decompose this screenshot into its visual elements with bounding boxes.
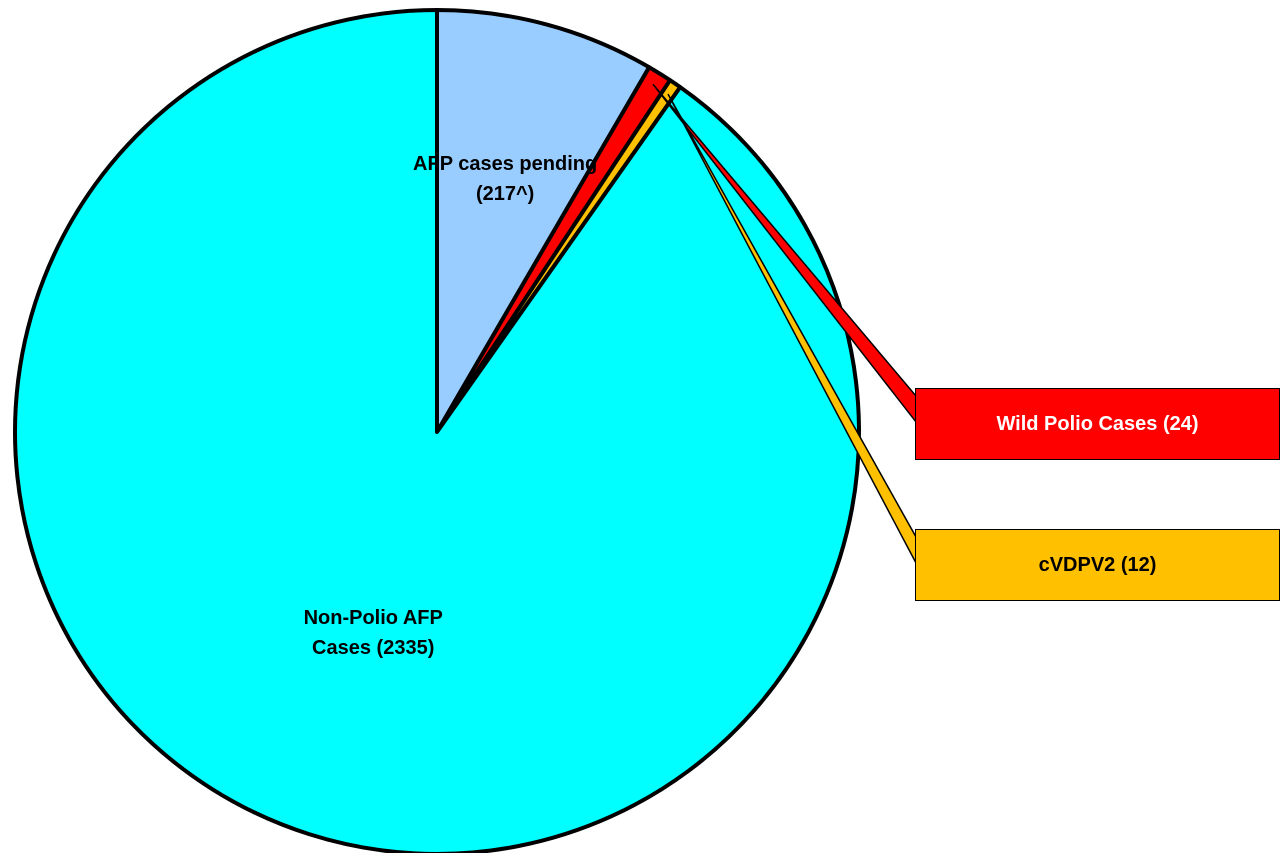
slice-label: Non-Polio AFP Cases (2335): [303, 607, 443, 660]
callout-label: Wild Polio Cases (24): [915, 388, 1280, 460]
slice-label: AFP cases pending (217^): [413, 153, 598, 206]
pie-slice: [13, 8, 861, 853]
callout-label: cVDPV2 (12): [915, 529, 1280, 601]
pie-slice: [435, 8, 652, 434]
